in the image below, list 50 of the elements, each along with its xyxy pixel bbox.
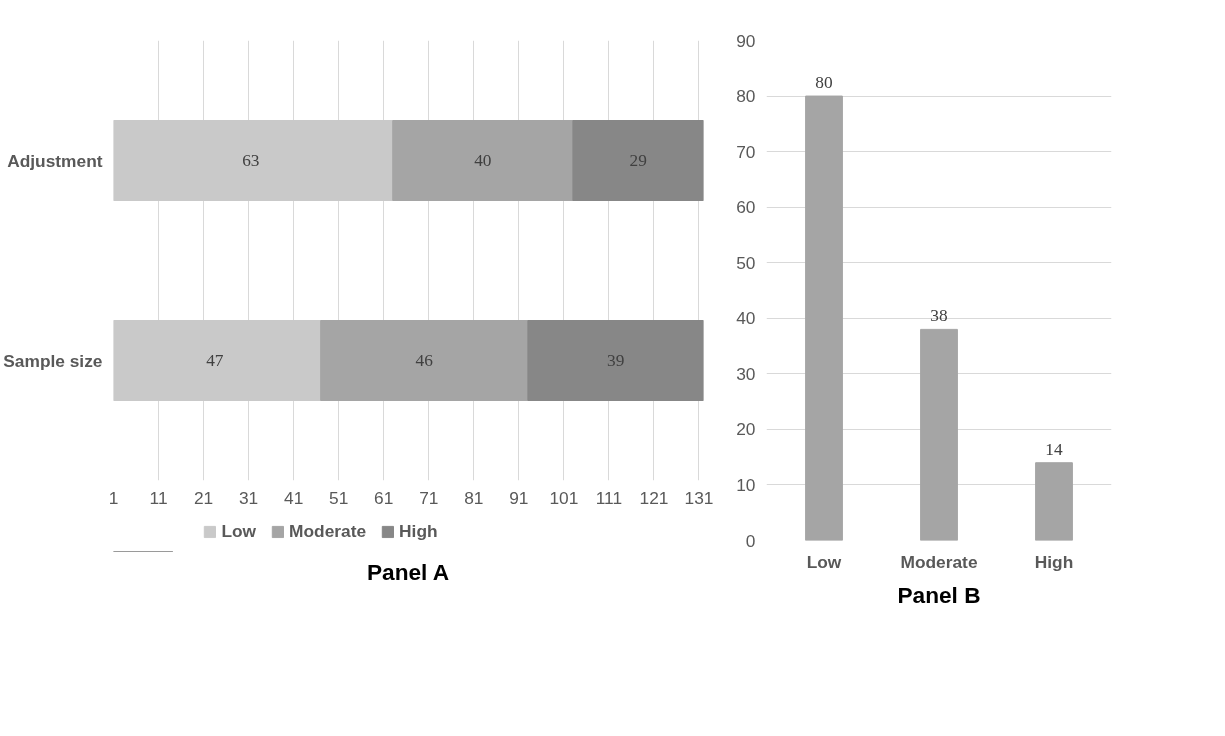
data-label: 80 — [815, 73, 833, 93]
bar — [527, 320, 704, 401]
bar — [320, 320, 529, 401]
y-tick-label: 20 — [736, 419, 756, 440]
bar — [392, 120, 574, 201]
bar — [805, 95, 843, 541]
y-tick-label: Adjustment — [7, 150, 103, 171]
x-tick-label: 21 — [193, 487, 214, 508]
y-tick-label: 80 — [736, 86, 756, 107]
x-tick-label: 91 — [509, 487, 529, 508]
y-tick-label: 90 — [736, 30, 756, 51]
x-tick-label: 51 — [329, 487, 349, 508]
bar — [572, 120, 704, 201]
data-label: 47 — [206, 351, 224, 370]
text: Panel B — [897, 581, 981, 608]
bar — [920, 328, 958, 541]
x-tick-label: 1 — [108, 487, 119, 508]
y-tick-label: 10 — [736, 474, 756, 495]
x-tick-label: 31 — [238, 487, 259, 508]
x-tick-label: 111 — [595, 487, 623, 508]
legend-label: Moderate — [289, 520, 367, 542]
text: Panel A — [366, 558, 450, 585]
x-tick-label: 41 — [284, 487, 304, 508]
legend-label: Low — [221, 520, 257, 542]
data-label: 14 — [1045, 439, 1063, 459]
data-label: 39 — [607, 351, 625, 370]
x-tick-label: 101 — [549, 487, 579, 508]
x-tick-label: Moderate — [900, 551, 978, 572]
x-tick-label: 121 — [639, 487, 669, 508]
bar — [1035, 462, 1073, 541]
data-label: 63 — [242, 151, 260, 170]
y-tick-label: 60 — [736, 197, 756, 218]
data-label: 29 — [629, 151, 647, 170]
x-tick-label: 61 — [374, 487, 394, 508]
y-tick-label: 70 — [736, 141, 756, 162]
x-tick-label: 131 — [684, 487, 714, 508]
legend-label: High — [399, 520, 438, 542]
x-tick-label: 71 — [419, 487, 439, 508]
x-tick-label: 81 — [464, 487, 484, 508]
data-label: 46 — [415, 351, 434, 370]
y-tick-label: 50 — [736, 252, 756, 273]
y-tick-label: Sample size — [3, 350, 103, 371]
x-tick-label: High — [1034, 551, 1074, 572]
y-tick-label: 30 — [736, 363, 756, 384]
x-tick-label: Low — [806, 551, 842, 572]
data-label: 38 — [930, 306, 948, 326]
data-label: 40 — [474, 151, 492, 170]
y-tick-label: 0 — [745, 530, 756, 551]
x-tick-label: 11 — [149, 487, 168, 508]
y-tick-label: 40 — [736, 308, 756, 329]
